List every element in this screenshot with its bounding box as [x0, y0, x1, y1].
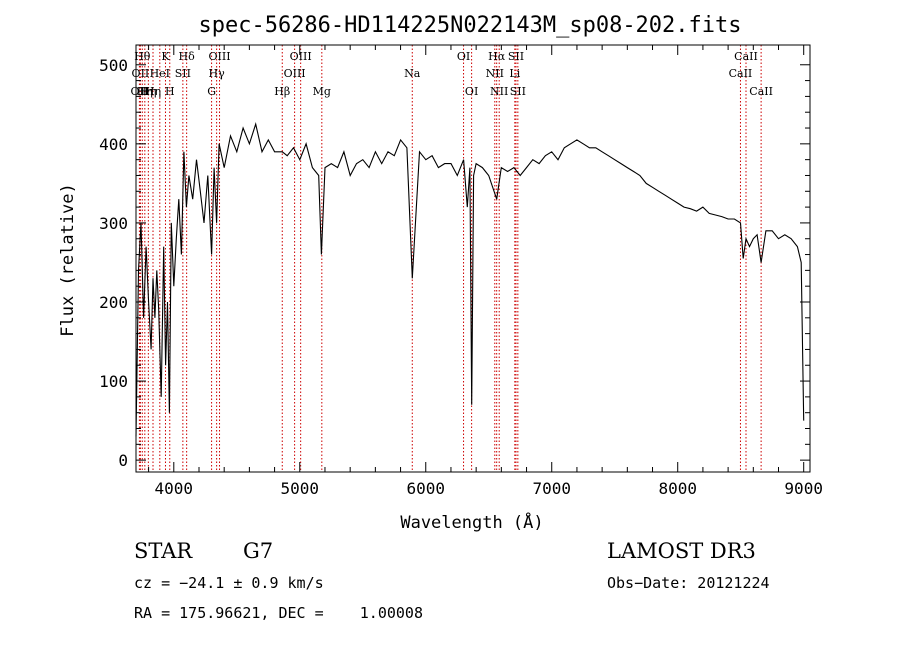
line-label-oii: OII — [131, 85, 149, 98]
line-label-h: H — [165, 85, 175, 98]
line-label-caii: CaII — [749, 85, 773, 98]
x-tick-label: 6000 — [406, 479, 445, 498]
y-axis-ticks: 0 100 200 300 400 500 — [99, 56, 810, 470]
x-axis-label: Wavelength (Å) — [400, 511, 543, 533]
line-label-hη: Hη — [145, 85, 161, 98]
y-tick-label: 0 — [118, 451, 128, 470]
plot-frame — [135, 44, 811, 473]
line-label-hθ: Hθ — [134, 50, 151, 63]
line-label-oiii: OIII — [284, 67, 306, 80]
line-label-mg: Mg — [313, 85, 331, 98]
line-label-hη: Hη — [140, 85, 156, 98]
x-tick-label: 7000 — [532, 479, 571, 498]
line-label-hα: Hα — [488, 50, 506, 63]
x-tick-label: 5000 — [281, 479, 320, 498]
spectral-line-labels: OIIOIIHθHηHηHηHeIKHSIIHδGHγOIIIHβOIIIOII… — [131, 50, 773, 98]
observation-date: Obs−Date: 20121224 — [607, 574, 770, 592]
coordinates: RA = 175.96621, DEC = 1.00008 — [134, 604, 423, 622]
line-label-g: G — [207, 85, 216, 98]
line-label-oi: OI — [465, 85, 478, 98]
line-label-li: Li — [509, 67, 520, 80]
spectrum-line — [135, 122, 805, 437]
y-tick-label: 100 — [99, 372, 128, 391]
line-label-caii: CaII — [734, 50, 758, 63]
spectral-line-markers — [138, 45, 762, 472]
line-label-oii: OII — [132, 67, 150, 80]
line-label-sii: SII — [508, 50, 524, 63]
object-subclass: G7 — [243, 539, 274, 563]
line-label-na: Na — [404, 67, 421, 80]
line-label-hβ: Hβ — [274, 85, 290, 98]
y-tick-label: 400 — [99, 135, 128, 154]
y-tick-label: 200 — [99, 293, 128, 312]
x-tick-label: 9000 — [784, 479, 823, 498]
x-tick-label: 8000 — [658, 479, 697, 498]
line-label-k: K — [161, 50, 170, 63]
line-label-sii: SII — [510, 85, 526, 98]
chart-title: spec-56286-HD114225N022143M_sp08-202.fit… — [198, 13, 741, 38]
line-label-oiii: OIII — [208, 50, 230, 63]
line-label-hei: HeI — [150, 67, 170, 80]
object-class: STAR — [134, 539, 193, 563]
line-label-hδ: Hδ — [179, 50, 196, 63]
survey-name: LAMOST DR3 — [607, 539, 756, 563]
line-label-sii: SII — [175, 67, 191, 80]
line-label-nii: NII — [490, 85, 508, 98]
redshift-velocity: cz = −24.1 ± 0.9 km/s — [134, 574, 324, 592]
line-label-caii: CaII — [729, 67, 753, 80]
y-axis-label: Flux (relative) — [58, 183, 78, 337]
y-tick-label: 300 — [99, 214, 128, 233]
line-label-hγ: Hγ — [209, 67, 226, 80]
x-axis-ticks: 4000 5000 6000 7000 8000 9000 — [148, 45, 823, 498]
x-tick-label: 4000 — [155, 479, 194, 498]
y-tick-label: 500 — [99, 56, 128, 75]
line-label-hη: Hη — [137, 85, 153, 98]
line-label-nii: NII — [486, 67, 504, 80]
line-label-oi: OI — [457, 50, 470, 63]
line-label-oiii: OIII — [290, 50, 312, 63]
